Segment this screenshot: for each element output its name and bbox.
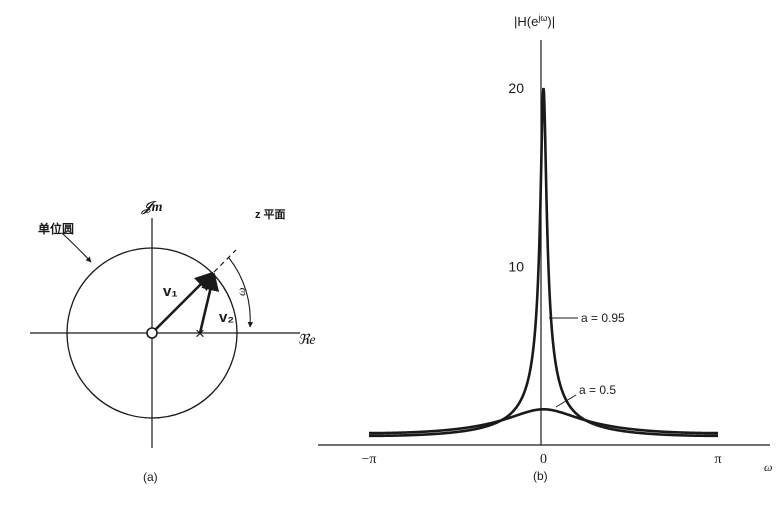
magnitude-curve-a-0.95 [369, 87, 718, 438]
unit-circle-label: 单位圆 [38, 221, 74, 236]
omega-angle-arc [228, 257, 254, 328]
z-plane-label: z 平面 [255, 208, 286, 221]
unit-circle [66, 247, 238, 419]
label-pointer-a-0.5 [555, 394, 577, 408]
x-tick-label-minus-pi: −π [362, 452, 377, 467]
series-label-a-0.95: a = 0.95 [581, 311, 625, 325]
angle-dashed-ray [213, 249, 237, 273]
x-tick-label-pi: π [714, 452, 721, 467]
imaginary-axis-label: 𝒥m [141, 200, 163, 215]
v1-label: v₁ [163, 283, 178, 300]
pole-marker: × [195, 324, 205, 343]
y-tick-label-20: 20 [508, 80, 524, 96]
omega-angle-label: ω [234, 288, 248, 296]
y-tick-label-10: 10 [508, 259, 524, 275]
magnitude-axis-superscript: jω [537, 13, 547, 23]
magnitude-axis-title: |H(ejω)| [514, 13, 555, 29]
real-axis-label: ℜe [298, 333, 316, 348]
panel-a-pole-zero-plot: × ω 单位圆 𝒥m ℜe z 平面 v₁ v₂ (a) [30, 200, 316, 484]
x-tick-label-zero: 0 [540, 452, 547, 467]
v2-label: v₂ [219, 309, 234, 326]
unit-circle-pointer [61, 232, 92, 263]
series-label-a-0.5: a = 0.5 [579, 383, 616, 397]
omega-axis-label: ω [764, 460, 772, 474]
zero-marker [146, 327, 158, 339]
panel-b-caption: (b) [533, 469, 548, 483]
panel-a-caption: (a) [143, 470, 158, 484]
x-tick-labels: −π 0 π [362, 452, 722, 467]
magnitude-curve-a-0.5 [369, 408, 718, 435]
vector-v2 [198, 272, 220, 334]
